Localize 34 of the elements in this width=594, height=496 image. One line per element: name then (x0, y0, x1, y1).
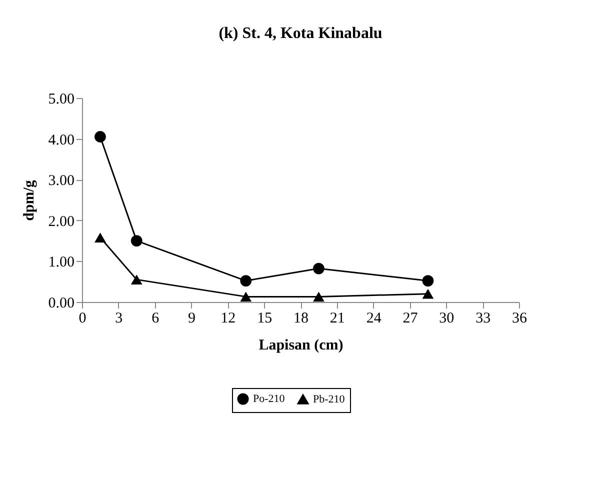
y-tick-label: 1.00 (48, 254, 74, 271)
y-tick-label: 5.00 (48, 92, 74, 108)
y-axis-title: dpm/g (21, 180, 38, 221)
point (130, 274, 142, 284)
chart-title: (k) St. 4, Kota Kinabalu (218, 25, 382, 42)
x-tick-label: 21 (330, 310, 345, 326)
point (130, 235, 142, 246)
point (94, 232, 106, 242)
y-tick-label: 4.00 (48, 132, 74, 148)
x-tick-label: 27 (402, 310, 418, 326)
y-tick-label: 3.00 (48, 173, 74, 190)
point (240, 275, 252, 286)
point (94, 131, 106, 142)
x-tick-label: 30 (439, 310, 454, 326)
x-axis-title: Lapisan (cm) (258, 338, 344, 354)
x-tick-label: 36 (512, 310, 528, 326)
point (422, 288, 434, 299)
x-tick-label: 9 (188, 310, 196, 326)
point (422, 275, 434, 286)
x-tick-label: 15 (257, 310, 272, 326)
x-tick-label: 18 (294, 310, 308, 326)
legend-label: Pb-210 (313, 393, 346, 406)
x-tick-label: 0 (78, 310, 86, 326)
x-tick-label: 12 (220, 310, 236, 326)
legend-label: Po-210 (253, 393, 286, 405)
x-tick-label: 24 (366, 310, 382, 326)
point (240, 292, 252, 302)
point (313, 262, 324, 274)
y-tick-label: 2.00 (48, 214, 74, 230)
x-tick-label: 3 (115, 310, 123, 326)
point (313, 292, 324, 302)
x-tick-label: 6 (152, 310, 160, 326)
y-tick-label: 0.00 (48, 296, 74, 312)
x-tick-label: 33 (476, 310, 491, 326)
